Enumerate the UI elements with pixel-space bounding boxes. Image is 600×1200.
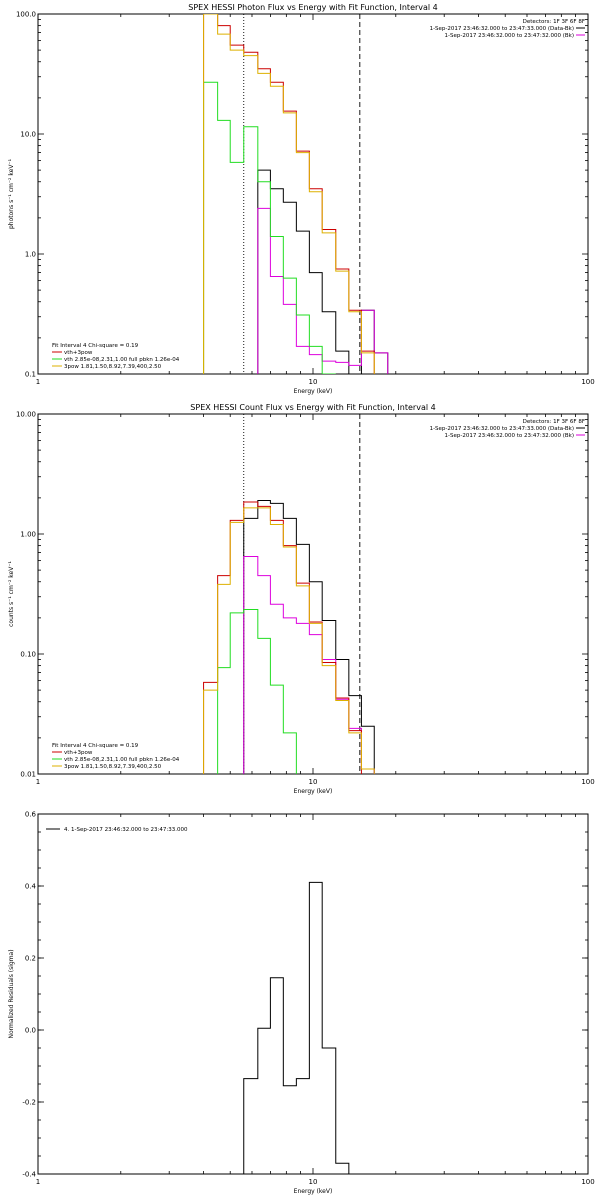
series-step-line-3 [203, 14, 375, 374]
x-tick-label: 10 [309, 378, 318, 386]
plot-frame [37, 413, 589, 775]
y-axis-label: photons s⁻¹ cm⁻² keV⁻¹ [8, 158, 15, 229]
legend-bottomleft-entry: vth 2.85e-08,2.31,1.00 full pbkn 1.26e-0… [64, 357, 180, 363]
legend-bottomleft-entry: Fit Interval 4 Chi-square = 0.19 [52, 343, 139, 349]
x-tick-label: 1 [36, 778, 40, 786]
y-tick-label: 10.0 [20, 131, 36, 139]
y-tick-label: 1.0 [25, 251, 36, 259]
legend-bottomleft-entry: 3pow 1.81,1.50,8.92,7.39,400,2.50 [64, 764, 162, 770]
y-tick-label: 0.01 [20, 771, 36, 779]
legend-topright-entry: Detectors: 1F 3F 6F 8F [523, 19, 585, 25]
x-axis-label: Energy (keV) [294, 788, 333, 795]
x-tick-label: 100 [581, 778, 594, 786]
x-axis-label: Energy (keV) [294, 1188, 333, 1195]
series-step-line-2 [243, 555, 375, 774]
legend-bottomleft-entry: Fit Interval 4 Chi-square = 0.19 [52, 743, 139, 749]
y-tick-label: -0.2 [22, 1099, 36, 1107]
series-step-line-3 [203, 501, 362, 774]
legend-topleft-entry: 4. 1-Sep-2017 23:46:32.000 to 23:47:33.0… [64, 827, 188, 833]
x-tick-label: 1 [36, 1178, 40, 1186]
x-tick-label: 100 [581, 378, 594, 386]
y-tick-label: 0.2 [25, 955, 36, 963]
series-step-line-1 [257, 169, 389, 374]
y-axis-label: counts s⁻¹ cm⁻² keV⁻¹ [8, 561, 15, 627]
series-step-line-1 [243, 881, 362, 1174]
series-step-line-4 [217, 608, 297, 774]
legend-topright-entry: 1-Sep-2017 23:46:32.000 to 23:47:32.000 … [445, 33, 575, 39]
chart-panel-2: SPEX HESSI Count Flux vs Energy with Fit… [8, 403, 595, 795]
y-tick-label: 0.0 [25, 1027, 36, 1035]
legend-bottomleft-entry: 3pow 1.81,1.50,8.92,7.39,400,2.50 [64, 364, 162, 370]
legend-topright-entry: Detectors: 1F 3F 6F 8F [523, 419, 585, 425]
legend-topright-entry: 1-Sep-2017 23:46:32.000 to 23:47:33.000 … [430, 426, 574, 432]
chart-title: SPEX HESSI Count Flux vs Energy with Fit… [190, 403, 435, 412]
series-step-line-5 [203, 507, 375, 774]
x-tick-label: 10 [309, 778, 318, 786]
y-axis-label: Normalized Residuals (sigma) [8, 949, 15, 1038]
y-tick-label: 0.6 [25, 811, 37, 819]
legend-topright-entry: 1-Sep-2017 23:46:32.000 to 23:47:32.000 … [445, 433, 575, 439]
series-step-line-4 [203, 81, 336, 374]
x-axis-label: Energy (keV) [294, 388, 333, 395]
y-tick-label: 0.4 [25, 883, 37, 891]
plot-frame [37, 813, 589, 1175]
x-tick-label: 100 [581, 1178, 594, 1186]
y-tick-label: 0.10 [20, 651, 36, 659]
legend-bottomleft-entry: vth 2.85e-08,2.31,1.00 full pbkn 1.26e-0… [64, 757, 180, 763]
y-tick-label: -0.4 [22, 1171, 36, 1179]
legend-bottomleft-entry: vth+3pow [64, 750, 93, 756]
x-tick-label: 1 [36, 378, 40, 386]
y-tick-label: 100.0 [16, 11, 36, 19]
x-tick-label: 10 [309, 1178, 318, 1186]
legend-topright-entry: 1-Sep-2017 23:46:32.000 to 23:47:33.000 … [430, 26, 574, 32]
chart-panel-3: 1 10 100 -0.4 -0.2 0.0 0.2 0.4 0.6 Energy (keV) No… [8, 811, 595, 1196]
legend-bottomleft-entry: vth+3pow [64, 350, 93, 356]
y-tick-label: 10.00 [16, 411, 36, 419]
series-step-line-1 [243, 500, 375, 774]
y-tick-label: 1.00 [20, 531, 36, 539]
plot-frame [37, 13, 589, 375]
y-tick-label: 0.1 [25, 371, 36, 379]
chart-panel-1: SPEX HESSI Photon Flux vs Energy with Fi… [8, 3, 595, 395]
series-step-line-5 [203, 14, 375, 374]
chart-title: SPEX HESSI Photon Flux vs Energy with Fi… [188, 3, 438, 12]
